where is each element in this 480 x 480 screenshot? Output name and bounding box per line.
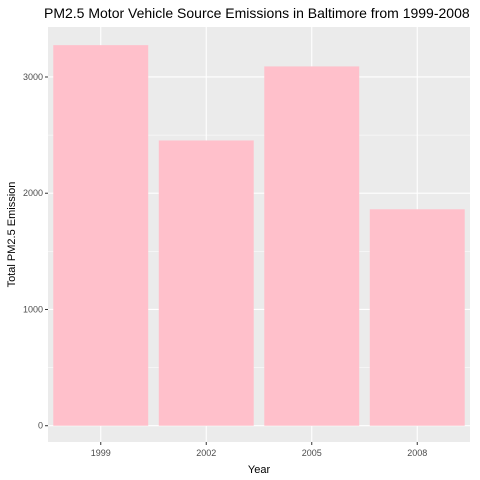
bar-1999 — [53, 45, 149, 426]
y-axis: 0 1000 2000 3000 — [23, 72, 48, 431]
bar-2005 — [264, 66, 360, 426]
chart-title: PM2.5 Motor Vehicle Source Emissions in … — [44, 5, 470, 21]
x-axis: 1999 2002 2005 2008 — [91, 442, 427, 458]
x-tick-label: 2005 — [302, 448, 322, 458]
y-axis-title: Total PM2.5 Emission — [6, 182, 18, 288]
bar-2002 — [158, 140, 254, 426]
bars-group — [53, 45, 465, 426]
x-axis-title: Year — [248, 464, 271, 476]
y-tick-label: 2000 — [23, 188, 43, 198]
x-tick-label: 2008 — [407, 448, 427, 458]
y-tick-label: 3000 — [23, 72, 43, 82]
y-tick-label: 1000 — [23, 304, 43, 314]
bar-2008 — [369, 209, 465, 426]
y-tick-label: 0 — [38, 421, 43, 431]
x-tick-label: 2002 — [196, 448, 216, 458]
x-tick-label: 1999 — [91, 448, 111, 458]
